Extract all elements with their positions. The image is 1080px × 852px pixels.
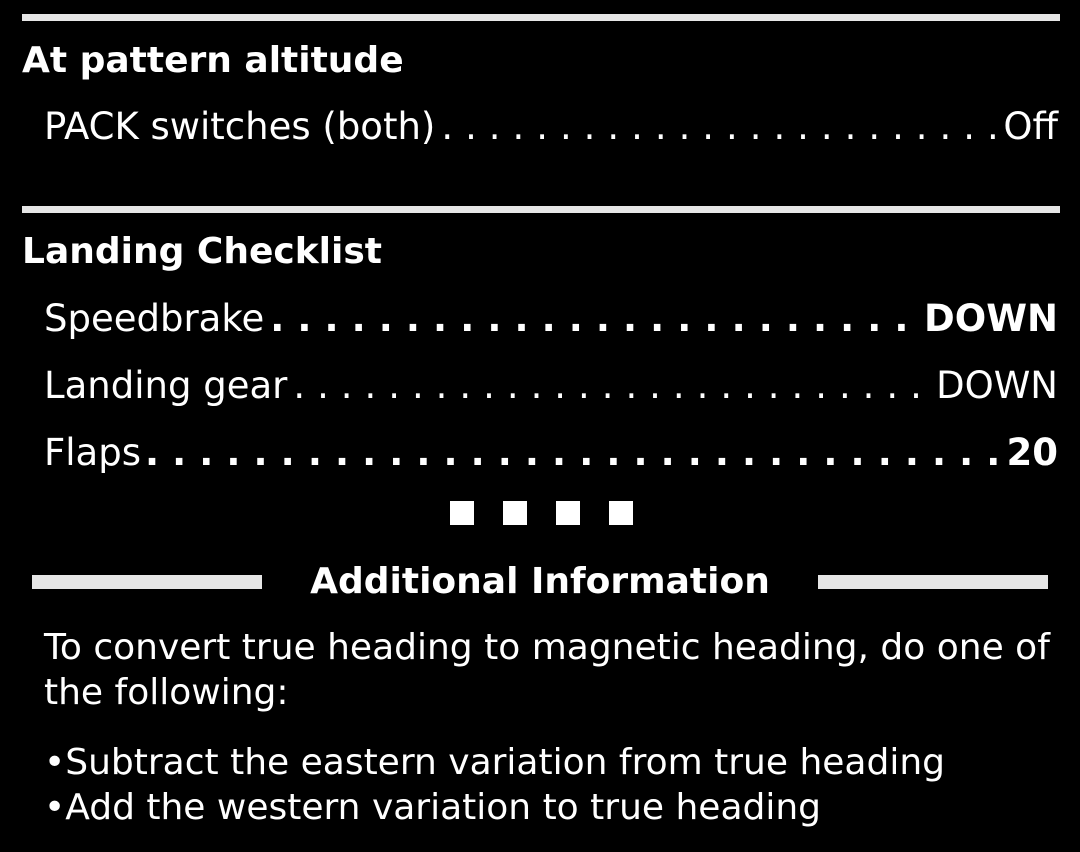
end-of-checklist-marker bbox=[450, 501, 633, 525]
checklist-item-label: PACK switches (both) bbox=[44, 105, 436, 148]
checklist-item-label: Landing gear bbox=[44, 364, 288, 407]
checklist-item-value: Off bbox=[1003, 105, 1058, 148]
section-title-pattern-altitude: At pattern altitude bbox=[22, 40, 404, 81]
bullet-item: •Add the western variation to true headi… bbox=[44, 787, 822, 828]
section-divider-landing bbox=[22, 206, 1060, 213]
checklist-item-speedbrake: Speedbrake . . . . . . . . . . . . . . .… bbox=[44, 296, 1058, 342]
square-icon bbox=[609, 501, 633, 525]
info-header-bar-left bbox=[32, 575, 262, 589]
info-header-bar-right bbox=[818, 575, 1048, 589]
checklist-item-label: Speedbrake bbox=[44, 297, 265, 340]
checklist-item-label: Flaps bbox=[44, 431, 141, 474]
checklist-item-pack-switches: PACK switches (both) . . . . . . . . . .… bbox=[44, 104, 1058, 150]
dot-leader: . . . . . . . . . . . . . . . . . . . . … bbox=[145, 431, 1007, 474]
dot-leader: . . . . . . . . . . . . . . . . . . . . … bbox=[441, 105, 997, 148]
dot-leader: . . . . . . . . . . . . . . . . . . . . … bbox=[270, 297, 918, 340]
section-divider-top bbox=[22, 14, 1060, 21]
additional-information-paragraph: To convert true heading to magnetic head… bbox=[44, 627, 1050, 713]
square-icon bbox=[450, 501, 474, 525]
checklist-item-value: DOWN bbox=[936, 364, 1058, 407]
section-title-landing-checklist: Landing Checklist bbox=[22, 231, 382, 272]
additional-information-title: Additional Information bbox=[310, 561, 770, 602]
checklist-item-value: 20 bbox=[1006, 431, 1059, 474]
checklist-item-value: DOWN bbox=[924, 297, 1058, 340]
dot-leader: . . . . . . . . . . . . . . . . . . . . … bbox=[293, 364, 930, 407]
bullet-item: •Subtract the eastern variation from tru… bbox=[44, 742, 945, 783]
checklist-item-flaps: Flaps . . . . . . . . . . . . . . . . . … bbox=[44, 430, 1058, 476]
square-icon bbox=[503, 501, 527, 525]
square-icon bbox=[556, 501, 580, 525]
checklist-item-landing-gear: Landing gear . . . . . . . . . . . . . .… bbox=[44, 363, 1058, 409]
